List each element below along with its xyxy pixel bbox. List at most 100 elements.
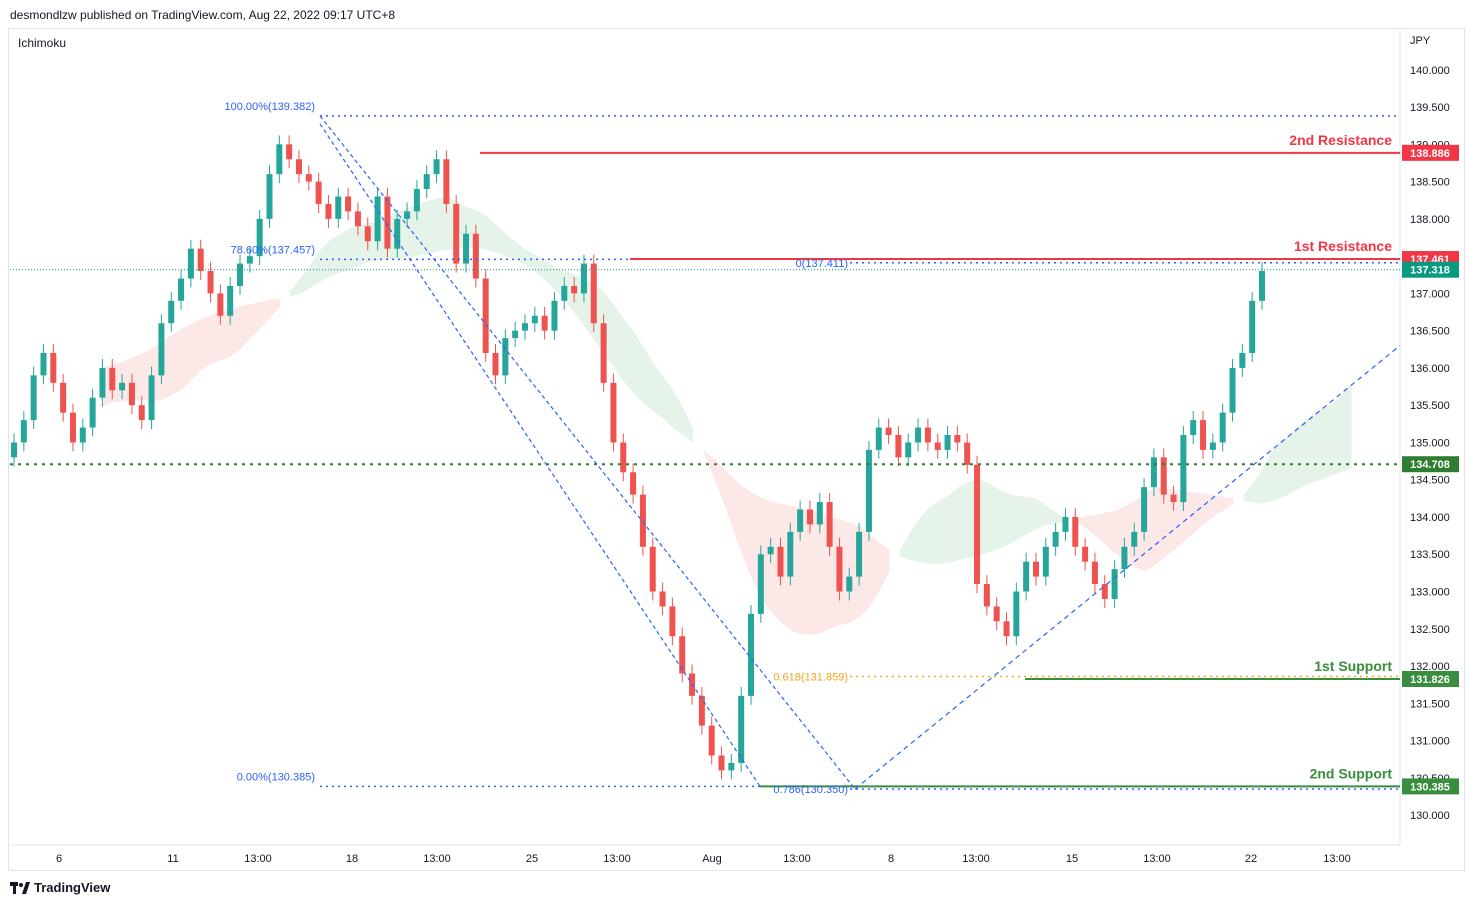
publisher-header: desmondlzw published on TradingView.com,…	[10, 8, 396, 22]
candle-body	[728, 762, 735, 771]
y-tick-label: 136.000	[1410, 363, 1450, 375]
candle-body	[767, 546, 774, 555]
candle-body	[679, 636, 686, 674]
x-tick-label: Aug	[702, 853, 722, 865]
fib-retracement-label: 78.60%(137.457)	[231, 244, 315, 256]
candle-body	[1082, 546, 1089, 562]
candle-body	[404, 211, 411, 219]
candle-body	[1052, 531, 1059, 547]
candle-body	[472, 233, 479, 279]
x-tick-label: 13:00	[244, 853, 272, 865]
y-tick-label: 138.500	[1410, 177, 1450, 189]
candle-body	[865, 449, 872, 532]
x-tick-label: 11	[167, 853, 178, 865]
chart-frame	[8, 28, 1465, 871]
y-tick-label: 140.000	[1410, 65, 1450, 77]
x-tick-label: 25	[526, 853, 538, 865]
candle-body	[207, 271, 214, 294]
candle-body	[345, 196, 352, 212]
ichimoku-cloud-bear	[1076, 487, 1234, 572]
x-tick-label: 13:00	[962, 853, 990, 865]
candle-body	[738, 695, 745, 763]
candle-body	[187, 248, 194, 279]
y-tick-label: 139.500	[1410, 102, 1450, 114]
candle-body	[482, 278, 489, 354]
candle-body	[384, 196, 391, 249]
x-tick-label: 13:00	[1143, 853, 1171, 865]
candle-body	[335, 196, 342, 219]
fib-retracement-label: 0.00%(130.385)	[237, 771, 315, 783]
fib-extension-label: 0.618(131.859)	[773, 672, 848, 684]
footer-brand[interactable]: TradingView	[10, 880, 110, 895]
candle-body	[1229, 367, 1236, 413]
ichimoku-cloud-bear	[103, 298, 281, 407]
candle-body	[659, 591, 666, 607]
candle-body	[974, 464, 981, 585]
candle-body	[1180, 435, 1187, 503]
candle-body	[1023, 561, 1030, 592]
candle-body	[227, 285, 234, 316]
candle-body	[1072, 516, 1079, 547]
candle-body	[40, 353, 47, 376]
ichimoku-cloud-bull	[899, 479, 1067, 564]
candle-body	[178, 278, 185, 301]
y-tick-label: 131.500	[1410, 698, 1450, 710]
y-tick-label: 133.500	[1410, 549, 1450, 561]
candle-body	[649, 546, 656, 592]
candle-body	[748, 613, 755, 696]
candle-body	[79, 427, 86, 443]
candle-body	[639, 494, 646, 547]
candle-body	[1141, 487, 1148, 532]
candle-body	[1111, 569, 1118, 599]
candle-body	[20, 420, 27, 443]
candle-body	[561, 285, 568, 301]
indicator-label[interactable]: Ichimoku	[18, 36, 67, 50]
candle-body	[453, 203, 460, 264]
y-tick-label: 138.000	[1410, 214, 1450, 226]
candle-body	[502, 338, 509, 376]
x-tick-label: 13:00	[783, 853, 811, 865]
candle-body	[816, 502, 823, 525]
candle-body	[463, 233, 470, 264]
candle-body	[1239, 353, 1246, 368]
candle-body	[875, 427, 882, 450]
candle-body	[698, 695, 705, 726]
level-label: 1st Resistance	[1294, 238, 1392, 254]
candle-body	[1101, 584, 1108, 599]
candle-body	[620, 442, 627, 473]
candle-body	[1032, 561, 1039, 577]
candle-body	[295, 159, 302, 175]
candle-body	[246, 256, 253, 264]
price-tag-label: 130.385	[1410, 781, 1450, 793]
candle-body	[99, 367, 106, 398]
x-tick-label: 13:00	[423, 853, 451, 865]
y-tick-label: 135.500	[1410, 400, 1450, 412]
y-tick-label: 134.000	[1410, 512, 1450, 524]
candle-body	[1150, 457, 1157, 488]
candle-body	[1062, 516, 1069, 532]
candle-body	[217, 293, 224, 316]
candle-body	[30, 375, 37, 421]
candle-body	[836, 546, 843, 592]
x-tick-label: 6	[56, 853, 62, 865]
candle-body	[325, 203, 332, 219]
price-tag-bg	[1402, 144, 1459, 161]
price-tag-bg	[1402, 671, 1459, 688]
fib-retracement-label: 100.00%(139.382)	[224, 101, 315, 113]
y-tick-label: 137.000	[1410, 288, 1450, 300]
candle-body	[1170, 494, 1177, 503]
candle-body	[1013, 591, 1020, 637]
candle-body	[826, 502, 833, 547]
candle-body	[895, 435, 902, 458]
candle-body	[630, 472, 637, 495]
candle-body	[1121, 546, 1128, 570]
x-tick-label: 13:00	[603, 853, 631, 865]
level-label: 1st Support	[1314, 658, 1392, 674]
y-tick-label: 131.000	[1410, 736, 1450, 748]
candle-body	[915, 427, 922, 443]
candle-body	[433, 159, 440, 175]
candle-body	[1160, 457, 1167, 495]
candle-body	[541, 315, 548, 331]
candle-body	[1190, 420, 1197, 435]
